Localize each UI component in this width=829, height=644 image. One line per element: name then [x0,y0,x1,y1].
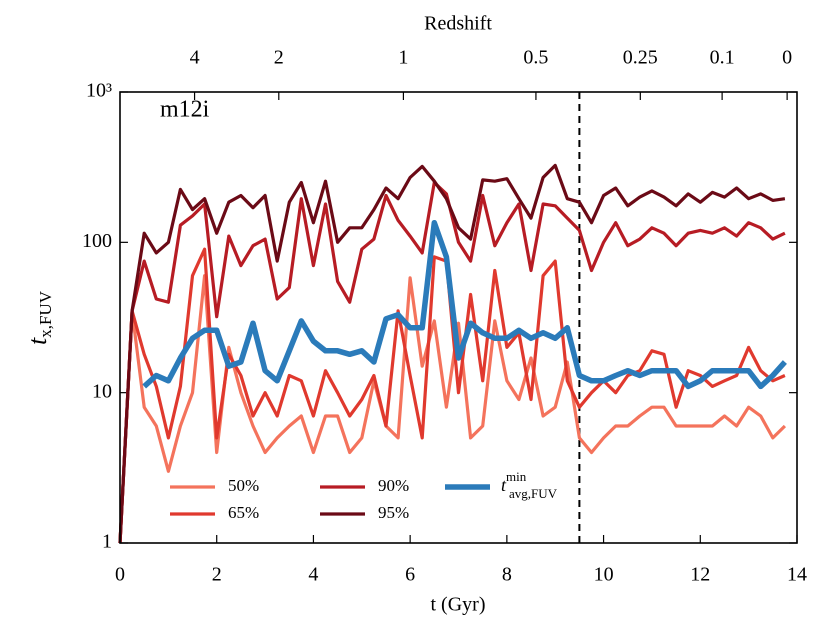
legend-label: 65% [228,503,259,522]
y-axis-label: tx,FUV [23,290,55,345]
x-tick-label: 14 [787,564,807,586]
legend-label: 95% [378,503,409,522]
legend-label-sup: min [506,469,527,484]
y-label-sub: x,FUV [36,290,55,337]
series-line [118,180,786,544]
x2-tick-label: 0 [782,47,792,69]
legend-label: 50% [228,476,259,495]
svg-text:tx,FUV: tx,FUV [23,290,55,345]
x2-tick-label: 2 [274,47,284,69]
x-tick-label: 12 [690,564,710,586]
y-tick-label: 1 [102,531,112,553]
y-tick-label: 10³ [86,80,112,102]
x-tick-label: 2 [212,564,222,586]
x-tick-label: 6 [405,564,415,586]
x-tick-label: 10 [594,564,614,586]
x-tick-label: 8 [502,564,512,586]
x2-tick-label: 0.1 [710,47,735,69]
x2-tick-label: 0.5 [523,47,548,69]
y-tick-label: 100 [82,230,112,252]
x-tick-label: 4 [308,564,318,586]
x2-tick-label: 4 [190,47,200,69]
legend-label-sub: avg,FUV [509,486,558,501]
y-tick-label: 10 [92,380,112,402]
series-line [118,163,786,544]
y-label-main: t [23,337,52,345]
plot-frame [119,91,798,544]
legend-label-main: t [501,475,507,495]
x-tick-label: 0 [115,564,125,586]
legend-label: 90% [378,476,409,495]
annotation: m12i [160,97,210,123]
x2-tick-label: 0.25 [623,47,658,69]
x2-axis-label: Redshift [424,13,492,35]
x-axis-label: t (Gyr) [431,594,486,616]
x2-tick-label: 1 [398,47,408,69]
series-line [142,219,787,390]
legend-label: tmin avg,FUV [501,469,558,501]
